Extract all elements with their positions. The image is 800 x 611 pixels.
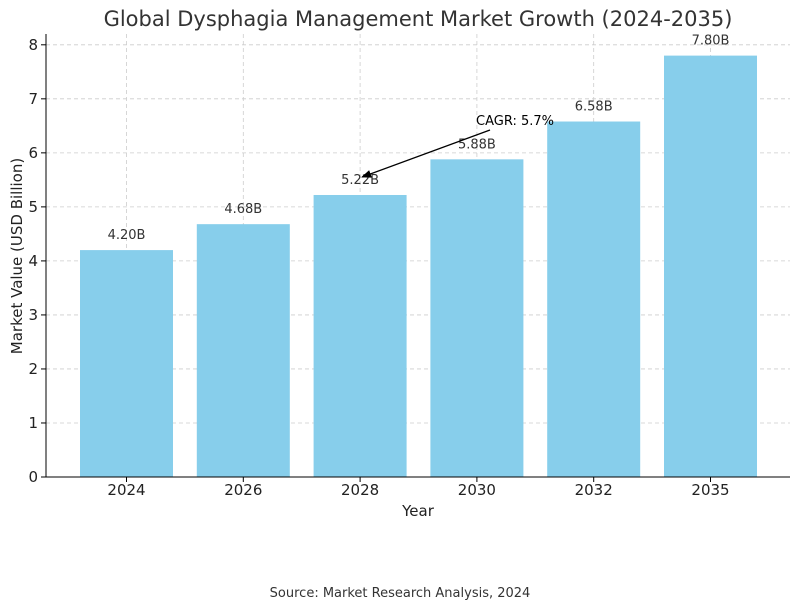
y-axis-label: Market Value (USD Billion) <box>8 158 26 354</box>
bars <box>80 55 757 478</box>
y-tick-label: 5 <box>28 198 38 216</box>
x-tick-label: 2032 <box>575 481 613 499</box>
y-tick-label: 8 <box>28 36 38 54</box>
bar-2035 <box>664 55 757 478</box>
x-axis-label: Year <box>401 502 435 520</box>
y-tick-label: 0 <box>28 468 38 486</box>
data-label-2035: 7.80B <box>692 34 730 49</box>
bar-2030 <box>430 159 524 477</box>
bar-2032 <box>547 121 641 478</box>
data-label-2032: 6.58B <box>575 100 613 115</box>
x-tick-label: 2030 <box>458 481 496 499</box>
y-tick-label: 1 <box>28 414 38 432</box>
bar-2028 <box>313 194 407 477</box>
cagr-annotation-text: CAGR: 5.7% <box>476 114 554 129</box>
data-label-2024: 4.20B <box>108 228 146 243</box>
x-tick-label: 2028 <box>341 481 379 499</box>
source-note: Source: Market Research Analysis, 2024 <box>269 586 531 601</box>
chart-title: Global Dysphagia Management Market Growt… <box>104 7 733 31</box>
data-label-2030: 5.88B <box>458 137 496 152</box>
y-tick-label: 7 <box>28 90 38 108</box>
bar-2026 <box>196 224 290 477</box>
x-tick-label: 2024 <box>107 481 145 499</box>
cagr-annotation: CAGR: 5.7% <box>361 114 554 178</box>
y-tick-label: 6 <box>28 144 38 162</box>
data-label-2028: 5.22B <box>341 173 379 188</box>
axes: 0 1 2 3 4 5 6 7 8 2024 2026 2028 2030 2032 2035 <box>28 34 790 499</box>
x-tick-label: 2026 <box>224 481 262 499</box>
y-tick-label: 3 <box>28 306 38 324</box>
y-tick-label: 4 <box>28 252 38 270</box>
bar-2024 <box>80 250 173 477</box>
data-labels: 4.20B 4.68B 5.22B 5.88B 6.58B 7.80B <box>108 34 730 243</box>
cagr-arrow <box>361 129 491 178</box>
x-tick-label: 2035 <box>691 481 729 499</box>
y-tick-label: 2 <box>28 360 38 378</box>
data-label-2026: 4.68B <box>224 202 262 217</box>
